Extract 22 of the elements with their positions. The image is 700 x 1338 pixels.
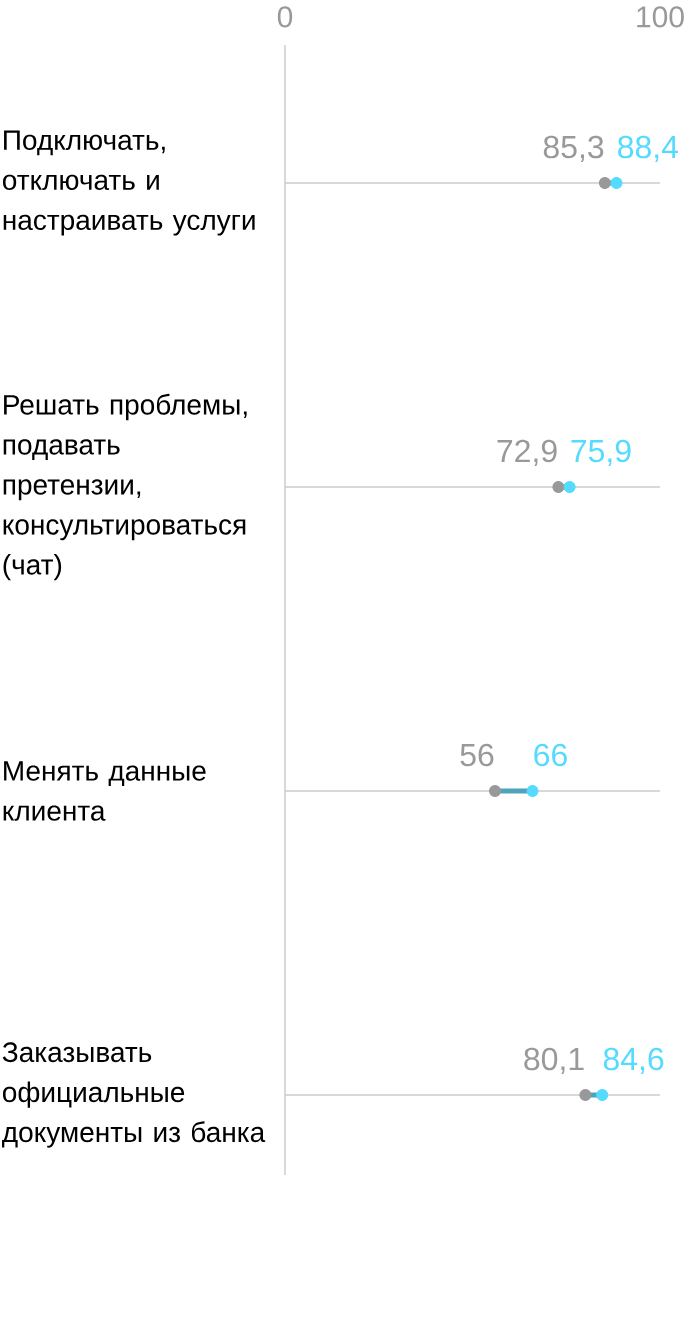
point	[596, 1089, 609, 1102]
point	[598, 177, 611, 190]
data-label: 72,9	[497, 439, 557, 467]
data-label: 85,3	[543, 135, 604, 163]
data-label: 84,6	[603, 1047, 664, 1075]
point	[552, 481, 565, 494]
y-tick-label: Подключать, отключать и настраивать услуги	[2, 130, 255, 236]
point	[610, 177, 623, 190]
data-label: 80,1	[524, 1047, 584, 1075]
point	[526, 785, 539, 798]
data-label: 88,4	[618, 135, 679, 163]
y-tick-label: Менять данные клиента	[3, 761, 206, 821]
x-tick-label: 0	[277, 6, 293, 28]
y-tick-label: Решать проблемы, подавать претензии, консультироваться (чат)	[3, 393, 247, 581]
data-label: 75,9	[571, 439, 631, 467]
data-label: 56	[460, 743, 494, 767]
point	[488, 785, 501, 798]
y-tick-label: Заказывать официальные документы из банка	[2, 1042, 266, 1148]
point	[563, 481, 576, 494]
data-label: 66	[534, 743, 567, 767]
point	[579, 1089, 592, 1102]
x-tick-label: 100	[637, 6, 684, 28]
